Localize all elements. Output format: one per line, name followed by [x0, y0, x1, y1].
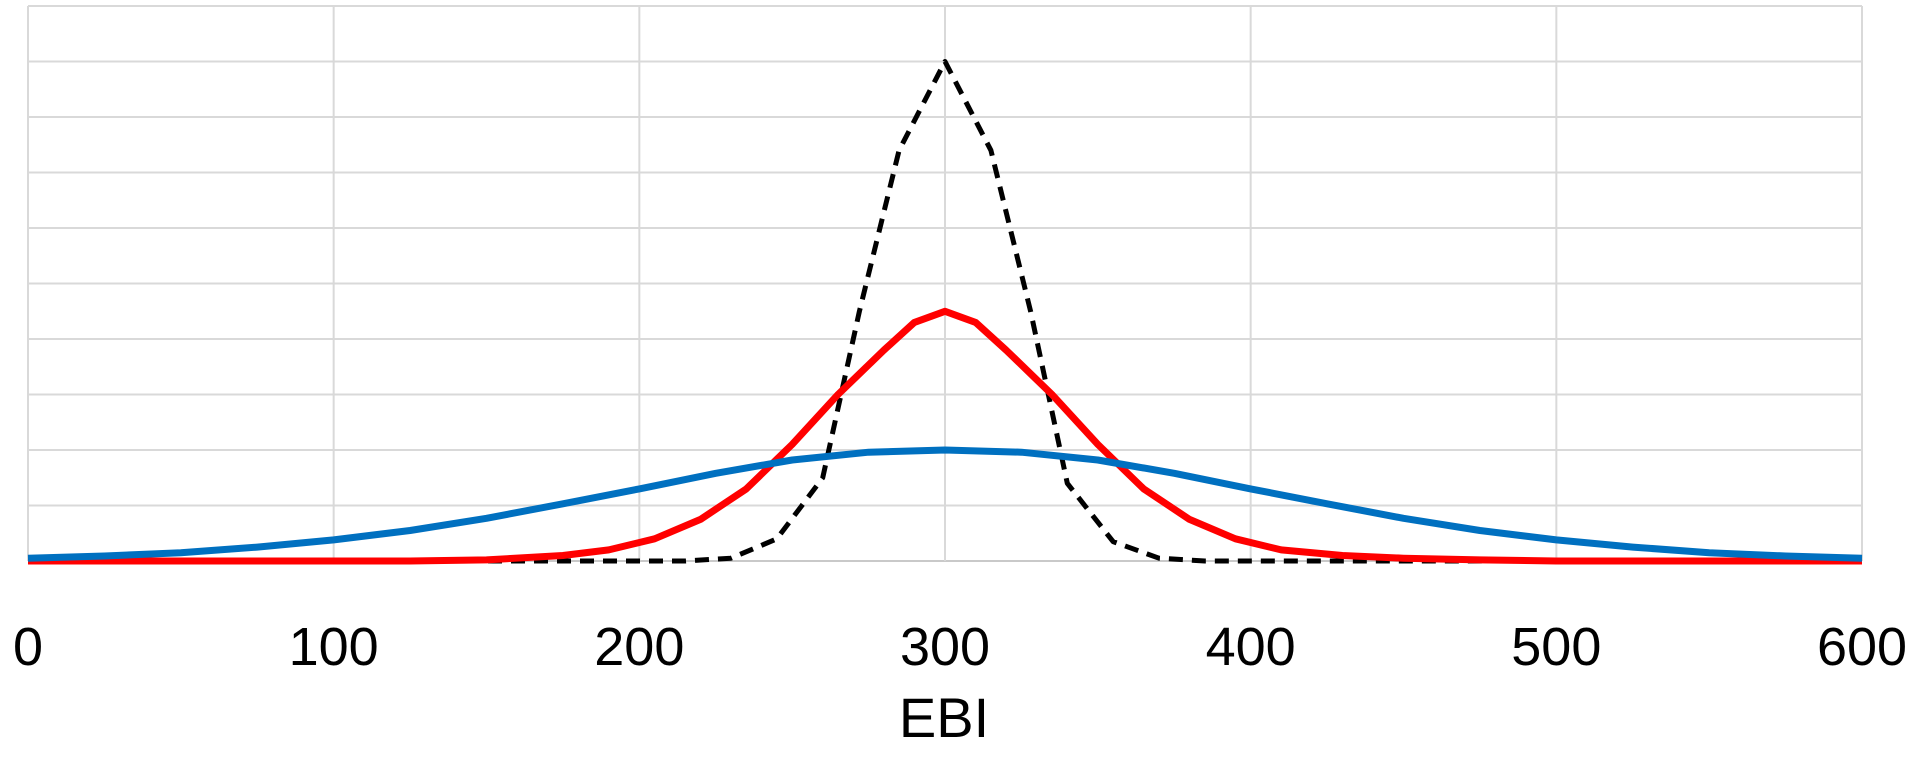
x-tick-label: 400 — [1206, 617, 1296, 677]
series-line-2 — [28, 307, 1862, 565]
x-tick-label: 0 — [13, 617, 43, 677]
gridlines — [27, 5, 1863, 562]
x-tick-labels: 0 100 200 300 400 500 600 — [13, 617, 1907, 677]
series-line-3 — [27, 446, 1863, 562]
x-tick-label: 600 — [1817, 617, 1907, 677]
x-tick-label: 200 — [594, 617, 684, 677]
x-tick-label: 500 — [1511, 617, 1601, 677]
x-axis-title: EBI — [899, 686, 989, 749]
x-tick-label: 300 — [900, 617, 990, 677]
series-layer — [27, 59, 1863, 565]
x-tick-label: 100 — [289, 617, 379, 677]
